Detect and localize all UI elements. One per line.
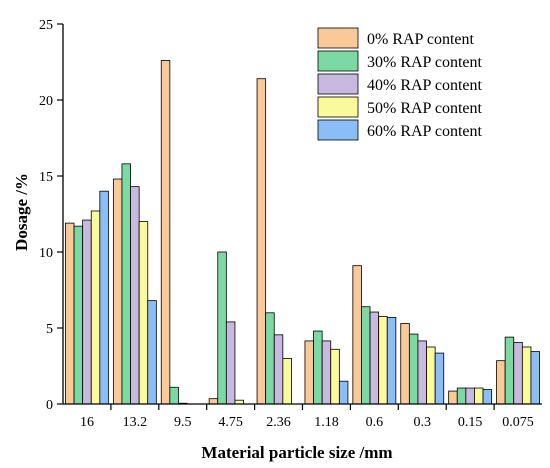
bar-3-2 xyxy=(225,321,236,405)
x-tick-label: 0.6 xyxy=(366,415,384,430)
bar-9-3 xyxy=(521,346,532,405)
y-axis-ticks: 0 5 10 15 20 25 xyxy=(39,18,63,413)
x-tick-label: 9.5 xyxy=(174,415,192,430)
bar-7-0 xyxy=(400,323,410,405)
legend-label-4: 60% RAP content xyxy=(367,123,483,140)
x-tick-label: 4.75 xyxy=(218,415,243,430)
legend-swatch-4 xyxy=(317,119,359,141)
bar-7-4 xyxy=(434,352,445,405)
bar-9-1 xyxy=(504,336,515,405)
bar-8-3 xyxy=(474,387,484,405)
x-tick-label: 0.15 xyxy=(458,415,483,430)
bar-4-0 xyxy=(256,78,267,405)
bar-9-4 xyxy=(530,351,540,405)
bar-2-1 xyxy=(169,386,179,405)
x-axis-title: Material particle size /mm xyxy=(201,443,392,462)
x-tick-label: 2.36 xyxy=(266,415,291,430)
bar-6-4 xyxy=(386,316,397,405)
bar-0-2 xyxy=(82,219,92,405)
legend-label-0: 0% RAP content xyxy=(367,31,475,48)
legend-swatch-0 xyxy=(317,27,359,49)
legend-swatch-3 xyxy=(317,96,359,118)
bar-6-2 xyxy=(369,311,380,405)
x-tick-label: 0.075 xyxy=(502,415,534,430)
bars-layer xyxy=(65,60,540,405)
legend-swatch-1 xyxy=(317,50,359,72)
x-tick-label: 16 xyxy=(80,415,94,430)
bar-6-0 xyxy=(352,265,362,405)
bar-9-2 xyxy=(513,342,523,405)
legend: 0% RAP content 30% RAP content 40% RAP con… xyxy=(306,20,524,148)
bar-5-4 xyxy=(338,380,349,405)
y-tick-label: 10 xyxy=(39,246,53,261)
legend-label-3: 50% RAP content xyxy=(367,100,483,117)
bar-7-1 xyxy=(408,333,419,405)
y-axis-title: Dosage /% xyxy=(12,173,31,251)
y-tick-label: 25 xyxy=(39,18,53,33)
bar-9-0 xyxy=(496,360,506,405)
x-tick-label: 13.2 xyxy=(123,415,148,430)
bar-8-1 xyxy=(456,387,467,405)
bar-7-2 xyxy=(417,340,427,405)
bar-1-0 xyxy=(112,178,123,405)
bar-3-0 xyxy=(208,398,219,405)
bar-4-2 xyxy=(273,334,284,405)
bar-8-4 xyxy=(482,389,493,405)
bar-4-1 xyxy=(265,312,275,405)
bar-5-2 xyxy=(321,340,332,405)
y-tick-label: 5 xyxy=(46,322,53,337)
bar-7-3 xyxy=(426,346,436,405)
bar-2-0 xyxy=(160,60,171,405)
bar-0-3 xyxy=(90,210,101,405)
bar-3-1 xyxy=(217,251,227,405)
bar-0-4 xyxy=(99,190,109,405)
bar-5-1 xyxy=(313,330,323,405)
bar-6-1 xyxy=(361,306,371,405)
legend-label-2: 40% RAP content xyxy=(367,77,483,94)
x-axis-ticks: 16 13.2 9.5 4.75 2.36 1.18 0.6 0.3 0.15 0.075 xyxy=(80,404,534,430)
bar-8-0 xyxy=(448,390,458,405)
bar-1-4 xyxy=(147,300,157,405)
y-tick-label: 20 xyxy=(39,94,53,109)
bar-1-2 xyxy=(130,186,140,405)
bar-5-0 xyxy=(304,340,314,405)
bar-0-0 xyxy=(65,222,75,405)
bar-6-3 xyxy=(378,316,388,405)
bar-5-3 xyxy=(330,348,340,405)
x-tick-label: 0.3 xyxy=(414,415,432,430)
legend-label-1: 30% RAP content xyxy=(367,54,483,71)
bar-1-1 xyxy=(121,163,131,405)
bar-0-1 xyxy=(73,225,84,405)
bar-8-2 xyxy=(465,387,475,405)
bar-4-3 xyxy=(282,357,292,405)
y-tick-label: 15 xyxy=(39,170,53,185)
bar-1-3 xyxy=(138,221,149,405)
x-tick-label: 1.18 xyxy=(314,415,339,430)
legend-swatch-2 xyxy=(317,73,359,95)
y-tick-label: 0 xyxy=(46,398,53,413)
